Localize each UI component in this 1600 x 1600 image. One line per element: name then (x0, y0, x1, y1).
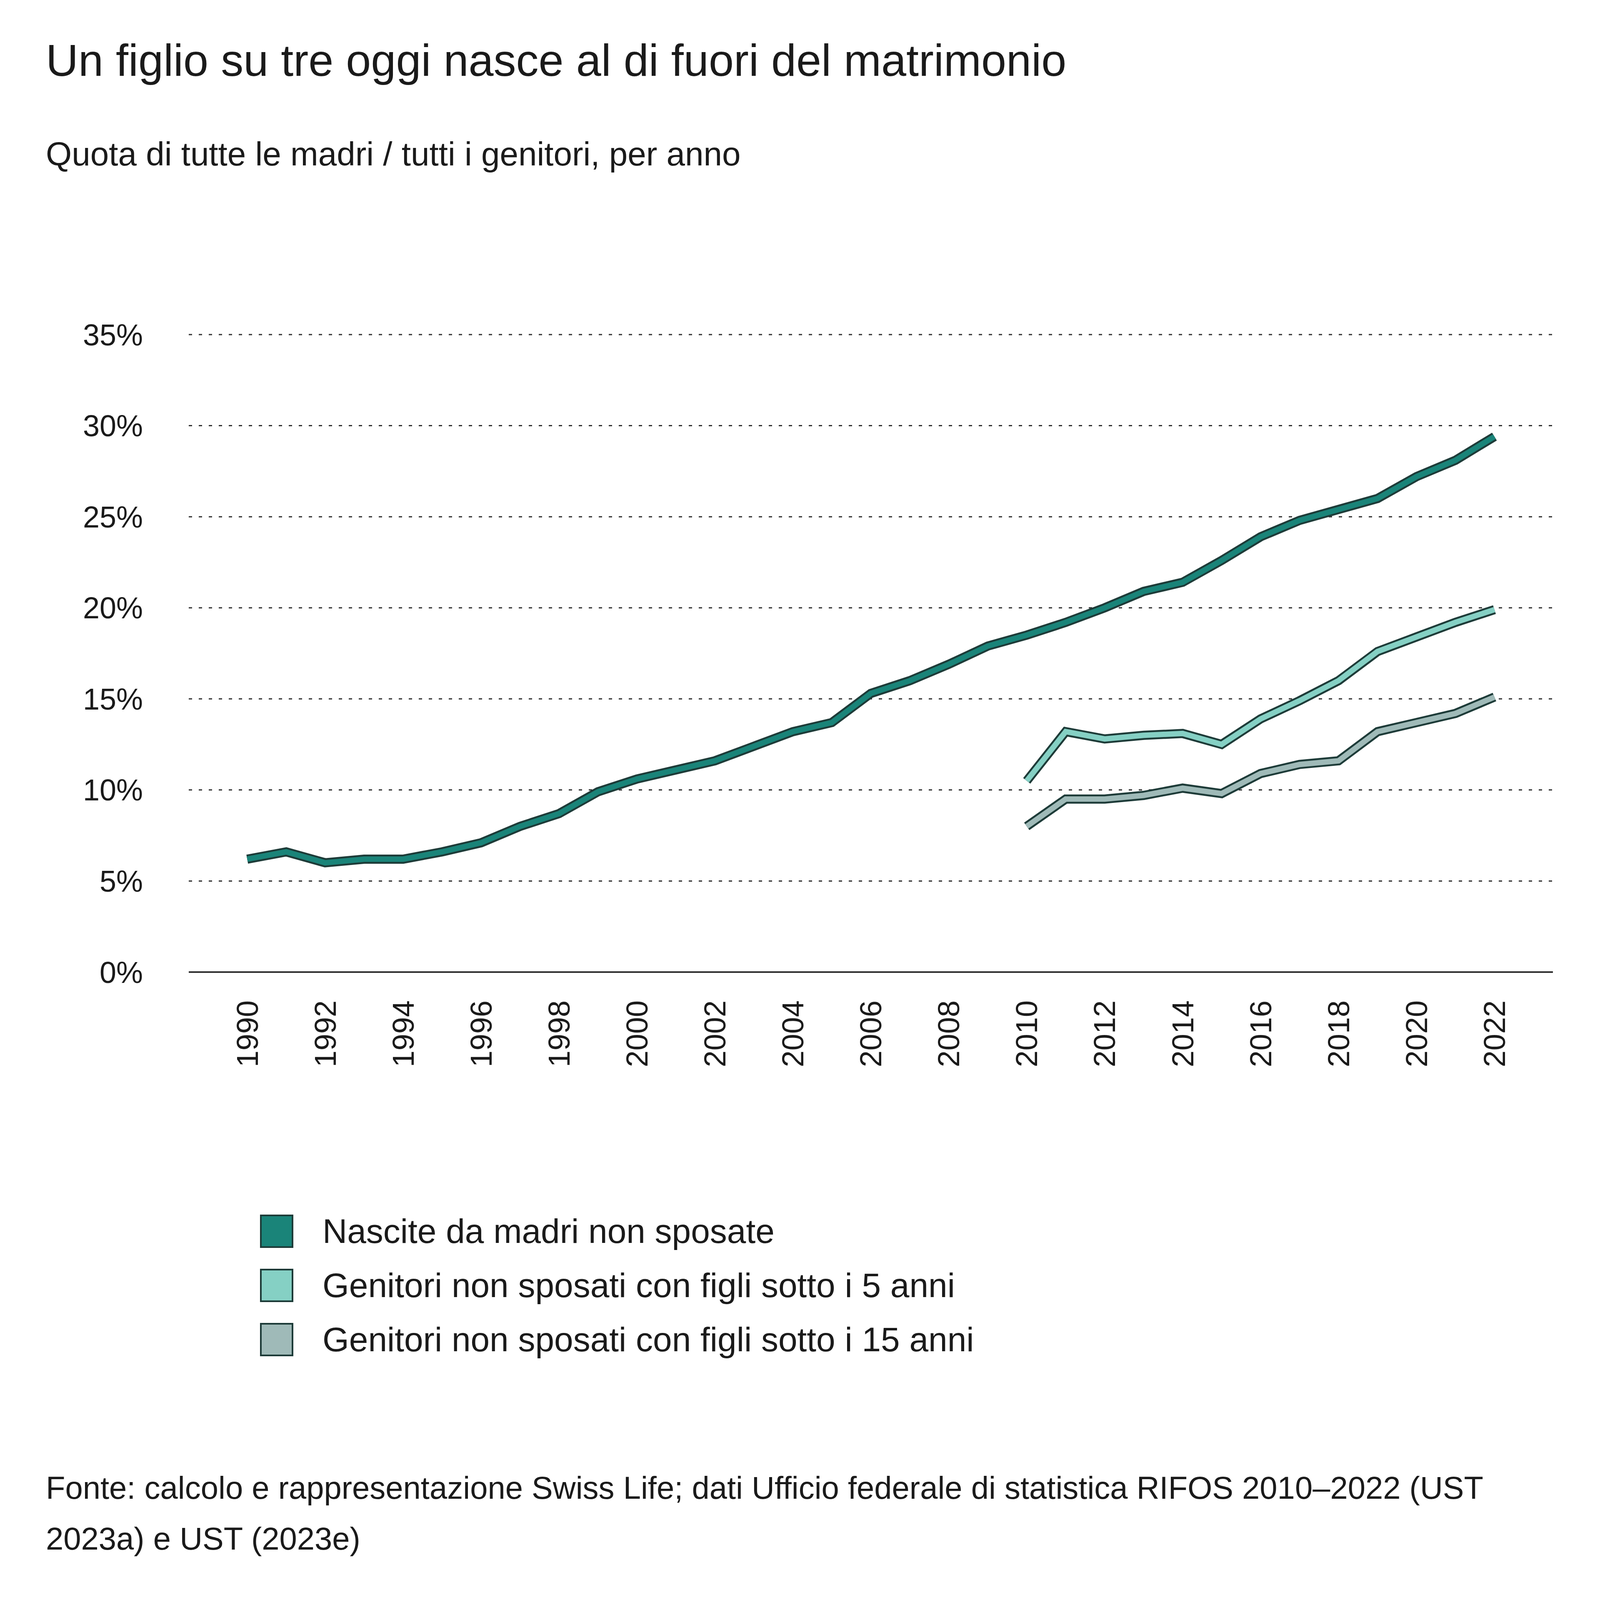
svg-text:10%: 10% (82, 773, 143, 807)
svg-text:2006: 2006 (854, 1000, 888, 1068)
html-text:Nascite da madri non sposate: Nascite da madri non sposate (322, 1212, 775, 1250)
svg-text:20%: 20% (82, 591, 143, 625)
html-text:Genitori non sposati con figli: Genitori non sposati con figli sotto i 1… (322, 1320, 974, 1359)
svg-text:2014: 2014 (1166, 1000, 1200, 1068)
svg-text:2004: 2004 (776, 1000, 810, 1068)
html-text:Genitori non sposati con figli: Genitori non sposati con figli sotto i 5… (322, 1266, 955, 1305)
html-text:Quota di tutte le madri / tutt: Quota di tutte le madri / tutti i genito… (45, 135, 741, 173)
svg-text:2002: 2002 (698, 1000, 732, 1068)
svg-text:35%: 35% (82, 318, 143, 352)
svg-text:25%: 25% (82, 500, 143, 534)
svg-text:0%: 0% (99, 955, 143, 990)
svg-text:2018: 2018 (1322, 1000, 1356, 1068)
svg-text:1992: 1992 (308, 1000, 343, 1068)
svg-text:2022: 2022 (1477, 1000, 1512, 1068)
svg-text:1998: 1998 (542, 1000, 576, 1068)
html-text:Un figlio su tre oggi nasce al: Un figlio su tre oggi nasce al di fuori … (45, 35, 1067, 86)
html-text:Fonte: calcolo e rappresentazi: Fonte: calcolo e rappresentazione Swiss … (45, 1470, 1483, 1557)
svg-text:1996: 1996 (464, 1000, 498, 1068)
svg-text:2000: 2000 (620, 1000, 654, 1068)
svg-text:2012: 2012 (1087, 1000, 1122, 1068)
svg-text:2010: 2010 (1010, 1000, 1044, 1068)
svg-text:30%: 30% (82, 409, 143, 443)
svg-text:15%: 15% (82, 682, 143, 716)
svg-text:5%: 5% (99, 864, 143, 898)
svg-text:2016: 2016 (1244, 1000, 1278, 1068)
svg-text:2008: 2008 (932, 1000, 966, 1068)
svg-text:1990: 1990 (230, 1000, 265, 1068)
svg-text:1994: 1994 (386, 1000, 420, 1068)
svg-text:2020: 2020 (1400, 1000, 1434, 1068)
